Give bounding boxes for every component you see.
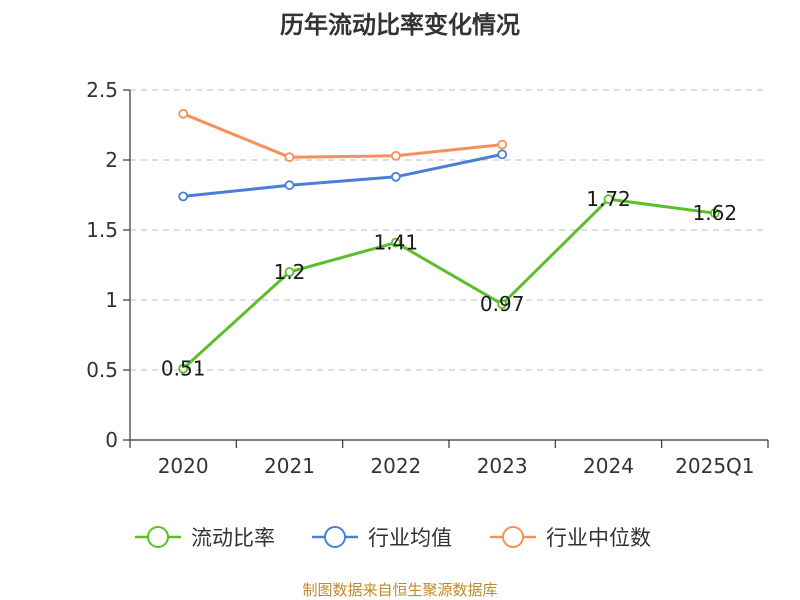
source-note: 制图数据来自恒生聚源数据库	[302, 581, 497, 599]
data-point	[178, 363, 189, 374]
data-point	[497, 299, 508, 310]
legend-marker	[324, 526, 346, 548]
legend-label: 行业均值	[368, 526, 452, 550]
x-tick-label: 2020	[158, 454, 209, 478]
data-point	[390, 150, 401, 161]
data-label: 1.62	[693, 201, 738, 225]
data-point	[284, 152, 295, 163]
legend-label: 行业中位数	[546, 526, 651, 550]
chart-title: 历年流动比率变化情况	[280, 11, 520, 39]
data-point	[709, 208, 720, 219]
x-tick-label: 2022	[370, 454, 421, 478]
y-tick-label: 0	[105, 428, 118, 452]
x-tick-label: 2023	[477, 454, 528, 478]
legend-current-ratio: 流动比率	[135, 526, 275, 550]
legend-industry-average: 行业均值	[312, 526, 452, 550]
legend-label: 流动比率	[191, 526, 275, 550]
data-label: 1.41	[374, 231, 419, 255]
legend-marker	[147, 526, 169, 548]
data-label: 1.72	[586, 187, 631, 211]
y-tick-label: 2	[105, 148, 118, 172]
data-labels: 0.51 1.2 1.41 0.97 1.72 1.62	[161, 187, 737, 380]
data-point	[284, 180, 295, 191]
legend: 流动比率 行业均值 行业中位数	[135, 526, 651, 550]
legend-marker	[502, 526, 524, 548]
data-point	[497, 139, 508, 150]
x-tick-label: 2024	[583, 454, 634, 478]
data-point	[284, 267, 295, 277]
legend-industry-median: 行业中位数	[490, 526, 651, 550]
series-line-current-ratio	[182, 197, 716, 370]
data-point	[390, 171, 401, 182]
y-tick-label: 2.5	[86, 78, 118, 102]
series-line-industry-average	[183, 152, 503, 198]
data-point	[390, 237, 401, 248]
data-label: 0.51	[161, 357, 206, 381]
data-point	[178, 108, 189, 119]
data-label: 0.97	[480, 292, 525, 316]
data-point	[603, 194, 614, 205]
x-tick-label: 2025Q1	[675, 454, 754, 478]
y-tick-label: 1	[105, 288, 118, 312]
y-tick-label: 0.5	[86, 358, 118, 382]
series-line-industry-median	[182, 112, 503, 159]
data-point	[178, 191, 189, 202]
data-label: 1.2	[274, 260, 306, 284]
x-tick-label: 2021	[264, 454, 315, 478]
grid-lines	[130, 89, 768, 371]
data-point	[497, 149, 508, 160]
series-group	[178, 108, 720, 374]
y-tick-label: 1.5	[86, 218, 118, 242]
